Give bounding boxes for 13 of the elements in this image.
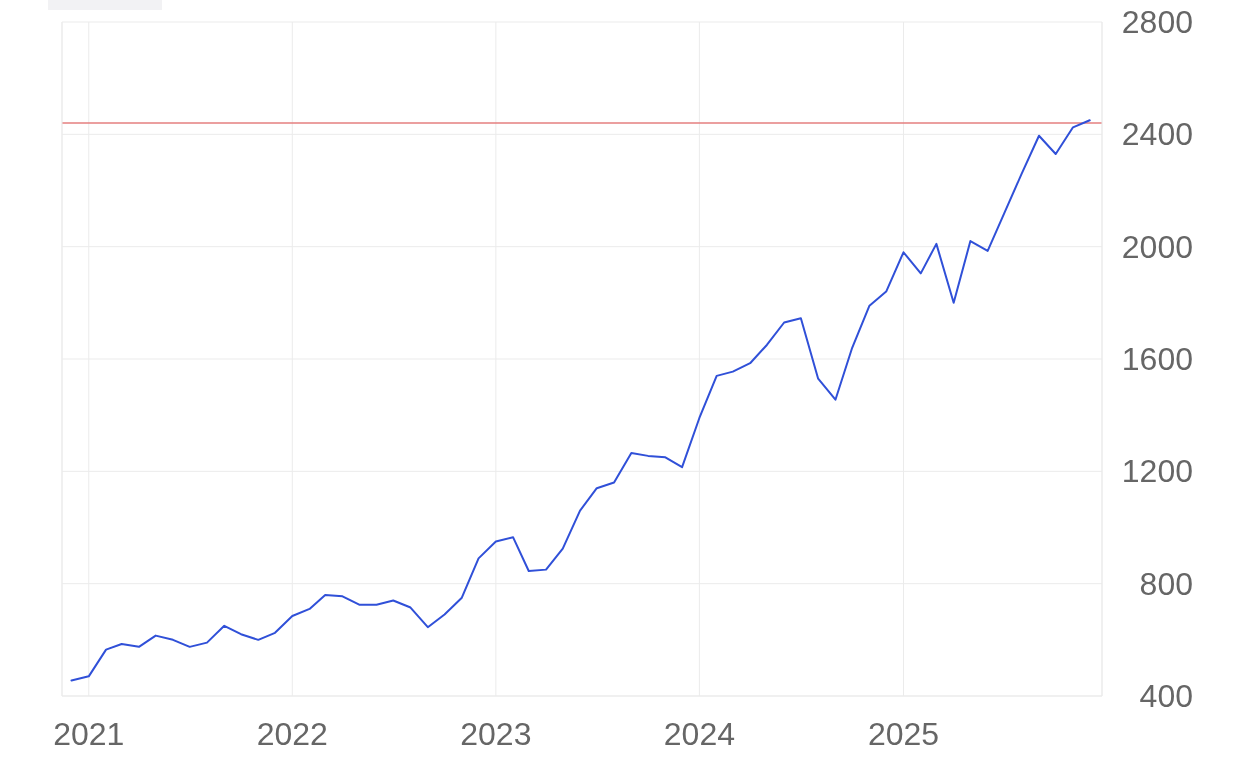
x-tick-label: 2025	[867, 715, 940, 752]
x-tick-label: 2024	[663, 715, 735, 752]
y-tick-label: 1600	[1121, 341, 1193, 377]
y-tick-label: 1200	[1121, 453, 1193, 490]
line-series	[70, 119, 1091, 682]
y-tick-label: 800	[1139, 565, 1193, 602]
y-tick-label: 2800	[1121, 4, 1193, 40]
y-tick-label: 400	[1139, 678, 1193, 714]
y-tick-label: 2400	[1121, 116, 1193, 153]
x-tick-label: 2023	[460, 715, 532, 752]
x-tick-label: 2021	[53, 715, 125, 752]
x-tick-label: 2022	[256, 715, 328, 752]
y-tick-label: 2000	[1121, 228, 1193, 265]
